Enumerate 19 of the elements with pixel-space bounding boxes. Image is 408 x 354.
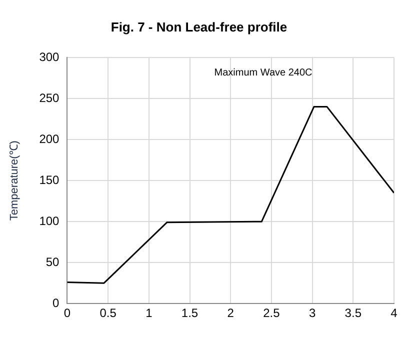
x-tick-label: 0.5 xyxy=(100,306,117,320)
x-tick-label: 3.5 xyxy=(344,306,362,320)
y-tick-label: 200 xyxy=(39,132,60,146)
annotation: Maximum Wave 240C xyxy=(214,67,312,78)
y-tick-label: 50 xyxy=(46,254,60,269)
x-tick-label: 2 xyxy=(227,306,234,320)
y-tick-label: 250 xyxy=(39,90,60,105)
y-axis-title: Temperature(℃) xyxy=(8,140,21,221)
y-tick-label: 300 xyxy=(39,50,60,64)
y-tick-label: 0 xyxy=(52,296,60,310)
y-tick-label: 150 xyxy=(39,172,60,187)
x-tick-label: 1 xyxy=(146,306,153,320)
x-tick-label: 0 xyxy=(64,306,71,320)
y-tick-label: 100 xyxy=(39,214,60,228)
x-tick-label: 2.5 xyxy=(263,306,280,320)
x-tick-label: 1.5 xyxy=(181,306,198,320)
chart-title: Fig. 7 - Non Lead-free profile xyxy=(110,19,288,34)
x-tick-label: 4 xyxy=(390,306,398,320)
x-tick-label: 3 xyxy=(308,306,316,320)
